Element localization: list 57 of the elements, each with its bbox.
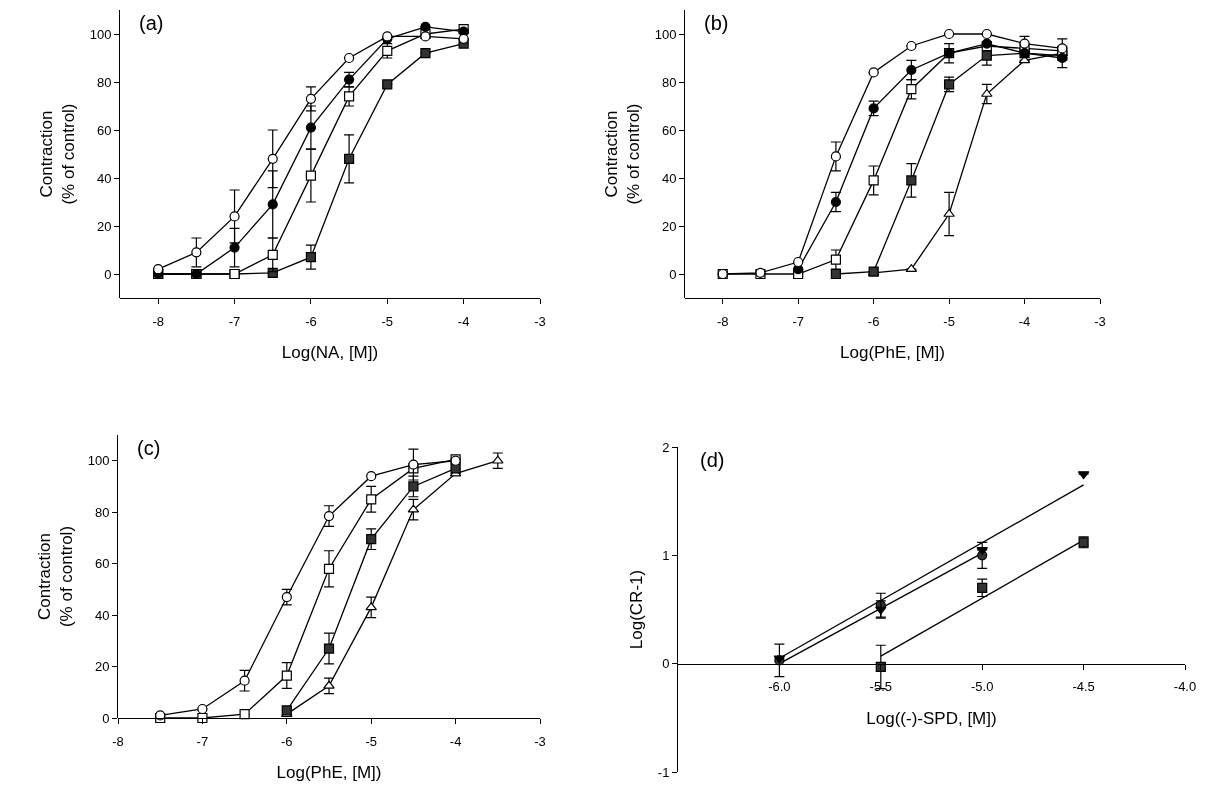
chart-title: (c)	[137, 437, 161, 459]
y-tick-label: 100	[87, 453, 110, 469]
y-axis-title: Log(CR-1)	[627, 569, 647, 650]
x-axis-title: Log(PhE, [M])	[276, 763, 382, 782]
chart-title: (a)	[139, 12, 164, 34]
x-tick-label: -3	[1094, 313, 1106, 329]
x-tick-label: -8	[112, 733, 124, 749]
x-tick-label: -3	[534, 313, 546, 329]
y-tick-label: 80	[94, 504, 110, 520]
x-tick-label: -5	[381, 313, 394, 329]
x-tick-label: -5	[365, 733, 377, 749]
x-axis-title: Log(PhE, [M])	[840, 343, 945, 362]
x-tick-label: -3	[534, 733, 546, 749]
y-tick-label: 40	[94, 607, 110, 623]
y-tick-label: 20	[96, 218, 112, 234]
chart-title: (b)	[704, 12, 729, 34]
x-tick-label: -5	[943, 313, 955, 329]
x-tick-label: -7	[196, 733, 209, 749]
y-tick-label: 40	[96, 170, 112, 186]
x-tick-label: -7	[228, 313, 241, 329]
y-tick-label: 60	[96, 122, 112, 138]
x-tick-label: -7	[792, 313, 804, 329]
y-tick-label: 60	[94, 556, 110, 572]
y-tick-label: 80	[96, 74, 112, 90]
y-tick-label: 1	[662, 547, 670, 563]
y-tick-label: 0	[102, 710, 110, 726]
y-tick-label: 100	[89, 26, 112, 42]
y-tick-label: 2	[662, 439, 670, 455]
y-axis-title: Contraction (% of control)	[37, 103, 79, 205]
x-tick-label: -4	[1018, 313, 1031, 329]
x-tick-label: -6	[867, 313, 880, 329]
y-axis-title: Contraction (% of control)	[602, 103, 644, 205]
y-tick-label: 60	[661, 122, 677, 138]
x-tick-label: -6.0	[768, 679, 791, 695]
chart-title: (d)	[700, 449, 725, 471]
x-tick-label: -6	[281, 733, 293, 749]
y-tick-label: 20	[661, 218, 677, 234]
y-tick-label: -1	[657, 764, 670, 780]
y-tick-label: 0	[104, 266, 112, 282]
y-tick-label: 100	[654, 26, 677, 42]
x-tick-label: -6	[305, 313, 317, 329]
y-axis-title: Contraction (% of control)	[35, 525, 77, 628]
x-axis-title: Log((-)-SPD, [M])	[866, 708, 997, 728]
x-tick-label: -4.5	[1072, 679, 1095, 695]
x-tick-label: -4	[449, 733, 462, 749]
x-tick-label: -8	[716, 313, 729, 329]
y-tick-label: 0	[662, 656, 670, 672]
y-tick-label: 40	[661, 170, 677, 186]
x-tick-label: -8	[152, 313, 164, 329]
x-axis-title: Log(NA, [M])	[281, 343, 379, 362]
x-tick-label: -5.5	[869, 679, 892, 695]
y-tick-label: 0	[669, 266, 677, 282]
y-tick-label: 80	[661, 74, 677, 90]
x-tick-label: -4	[457, 313, 470, 329]
y-tick-label: 20	[94, 659, 110, 675]
x-tick-label: -5.0	[971, 679, 994, 695]
x-tick-label: -4.0	[1173, 679, 1197, 695]
